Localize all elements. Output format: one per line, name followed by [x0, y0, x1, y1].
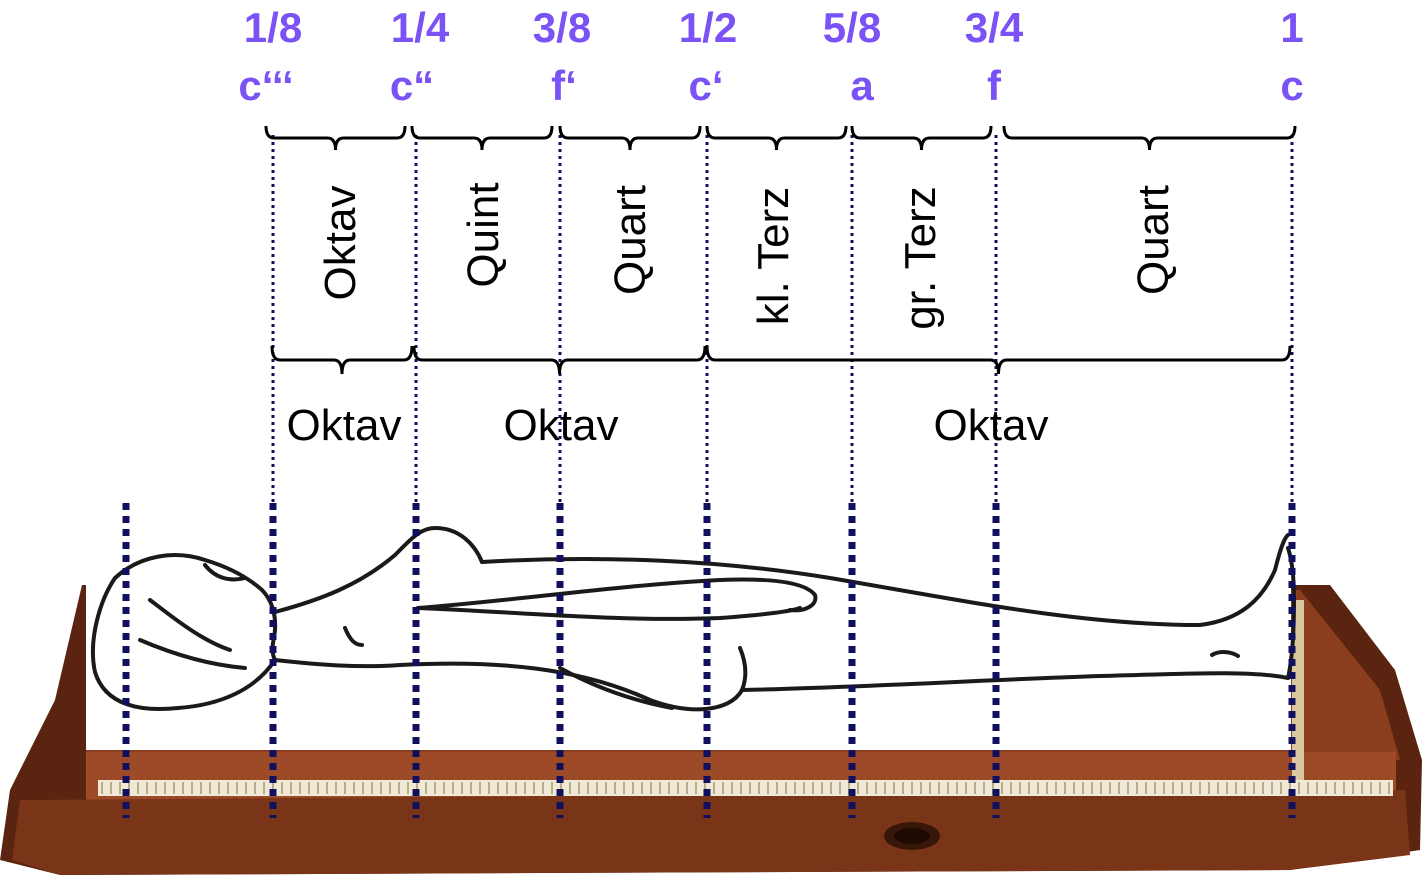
interval-label: Quint — [459, 182, 508, 287]
interval-bracket — [410, 125, 554, 151]
interval-bracket — [264, 125, 407, 151]
interval-bracket — [1002, 125, 1297, 151]
fraction-label: 5/8 — [823, 4, 881, 51]
fraction-label: 3/4 — [965, 4, 1024, 51]
interval-brackets — [264, 125, 1297, 151]
note-labels: c‘‘‘ c“ f‘ c‘ a f c — [238, 62, 1303, 109]
fraction-label: 1/8 — [244, 4, 302, 51]
interval-bracket — [705, 125, 848, 151]
monochord-side-rail — [1292, 600, 1304, 780]
note-label: f — [987, 62, 1002, 109]
interval-bracket — [850, 125, 993, 151]
fraction-labels: 1/8 1/4 3/8 1/2 5/8 3/4 1 — [244, 4, 1304, 51]
fraction-label: 1 — [1280, 4, 1303, 51]
octave-bracket — [412, 345, 707, 375]
interval-label: Oktav — [316, 186, 365, 301]
octave-labels: Oktav Oktav Oktav — [287, 401, 1049, 450]
octave-label: Oktav — [934, 401, 1049, 450]
monochord-bridge — [98, 780, 1393, 796]
interval-labels: Oktav Quint Quart kl. Terz gr. Terz Quar… — [316, 182, 1178, 329]
octave-label: Oktav — [287, 401, 402, 450]
interval-label: kl. Terz — [749, 187, 798, 326]
interval-label: Quart — [1129, 185, 1178, 295]
sound-hole-inner — [894, 828, 930, 844]
interval-bracket — [558, 125, 702, 151]
bridge-ticks — [101, 782, 1390, 794]
octave-label: Oktav — [504, 401, 619, 450]
note-label: f‘ — [551, 62, 577, 109]
figure-backdrop — [86, 505, 1291, 750]
interval-label: Quart — [606, 185, 655, 295]
note-label: c — [1280, 62, 1303, 109]
note-label: c“ — [390, 62, 434, 109]
fraction-label: 3/8 — [533, 4, 591, 51]
fraction-label: 1/4 — [391, 4, 450, 51]
octave-bracket — [270, 345, 414, 375]
division-guides — [122, 135, 1296, 818]
monochord-front — [12, 790, 1410, 875]
note-label: c‘‘‘ — [238, 62, 293, 109]
fraction-label: 1/2 — [679, 4, 737, 51]
note-label: a — [850, 62, 874, 109]
interval-label: gr. Terz — [896, 186, 945, 329]
octave-brackets — [270, 345, 1292, 375]
octave-bracket — [705, 345, 1292, 375]
note-label: c‘ — [688, 62, 723, 109]
